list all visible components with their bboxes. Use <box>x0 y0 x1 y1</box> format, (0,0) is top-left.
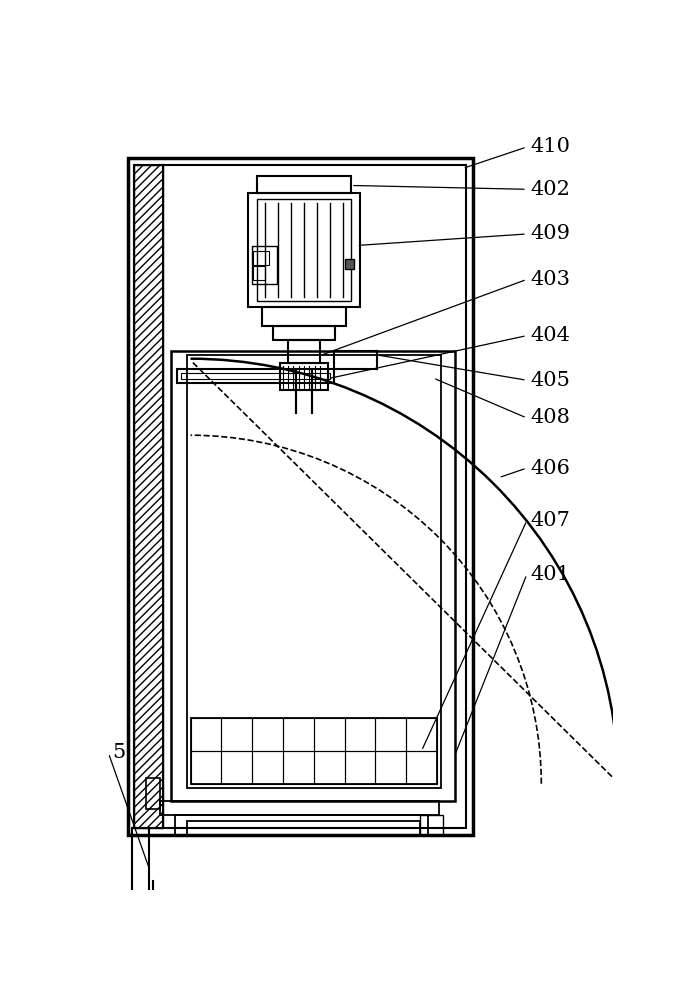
Bar <box>248 193 360 307</box>
Text: 402: 402 <box>530 180 571 199</box>
Bar <box>262 307 347 326</box>
Bar <box>283 751 314 784</box>
Bar <box>375 718 406 751</box>
Bar <box>252 718 283 751</box>
Bar <box>252 751 283 784</box>
Text: 404: 404 <box>530 326 571 345</box>
Bar <box>159 801 439 815</box>
Bar <box>314 718 345 751</box>
Text: 409: 409 <box>530 224 571 243</box>
Bar <box>187 355 441 788</box>
Bar <box>272 326 336 340</box>
Bar <box>191 718 437 784</box>
Bar <box>131 828 149 892</box>
Bar <box>171 351 455 801</box>
Bar <box>177 369 334 383</box>
Bar <box>257 176 351 193</box>
Bar <box>345 751 375 784</box>
Bar <box>420 815 443 835</box>
Bar <box>252 246 277 284</box>
Bar <box>146 778 159 809</box>
Bar <box>253 251 269 265</box>
Text: 410: 410 <box>530 137 571 156</box>
Bar <box>314 751 345 784</box>
Bar <box>253 266 265 280</box>
Text: 401: 401 <box>530 565 571 584</box>
Bar <box>375 751 406 784</box>
Bar <box>134 165 163 828</box>
Bar <box>406 751 437 784</box>
Bar <box>134 165 466 828</box>
Bar <box>191 751 221 784</box>
Bar <box>221 718 252 751</box>
Bar <box>128 158 473 835</box>
Text: 407: 407 <box>530 511 571 530</box>
Bar <box>191 718 221 751</box>
Bar <box>221 751 252 784</box>
Text: 403: 403 <box>530 270 571 289</box>
Text: 408: 408 <box>530 408 571 427</box>
Bar <box>175 815 428 835</box>
Bar <box>257 199 351 301</box>
Bar <box>406 718 437 751</box>
Text: 5: 5 <box>112 743 125 762</box>
Bar <box>281 363 328 390</box>
Text: 405: 405 <box>530 371 571 390</box>
Text: 406: 406 <box>530 459 571 478</box>
Bar <box>345 259 354 269</box>
Bar <box>345 718 375 751</box>
Bar <box>181 373 330 379</box>
Bar <box>283 718 314 751</box>
Bar <box>187 821 420 835</box>
Bar <box>288 340 320 363</box>
